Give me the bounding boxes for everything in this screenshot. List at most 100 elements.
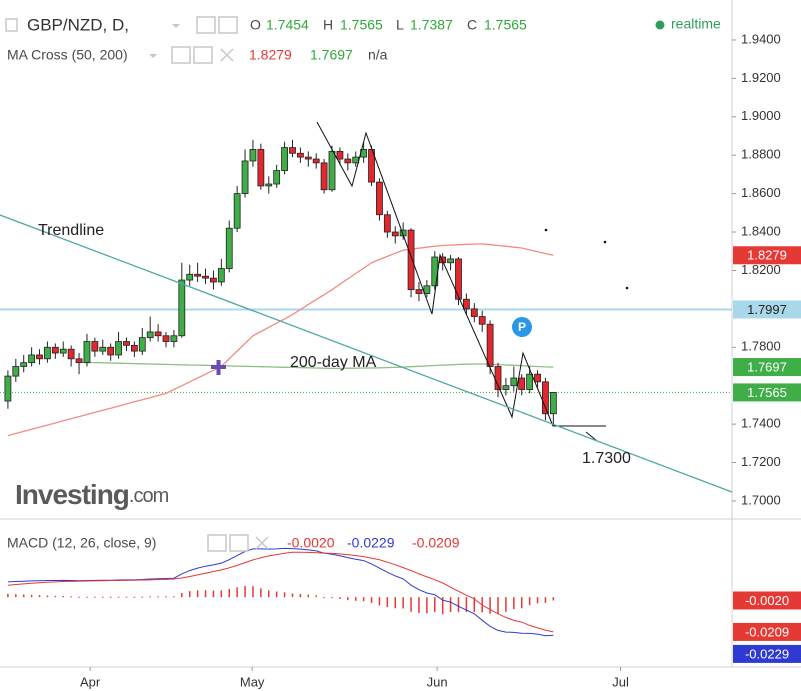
gear-icon[interactable] [218,16,238,34]
price-tag: 1.7997 [747,302,787,317]
histogram-bar [370,597,373,603]
ohlc-value: 1.7387 [410,17,453,33]
histogram-bar [268,590,270,598]
close-icon[interactable] [255,536,269,550]
histogram-bar [520,597,523,609]
candle-body [51,346,59,354]
logo-suffix: .com [129,485,169,507]
symbol-menu[interactable] [172,24,180,28]
histogram-bar [307,594,310,598]
candle-body [289,147,296,154]
histogram-bar [386,597,389,608]
candle-body [67,348,75,360]
candle-body [59,348,67,354]
eye-icon[interactable] [207,534,227,552]
candle-body [186,273,194,281]
y-tick-label: 1.8800 [741,147,781,162]
moving-average [78,361,554,370]
candle-body [123,341,130,346]
event-marker[interactable]: P [512,317,532,337]
histogram-bar [181,593,183,598]
candle-body [36,354,43,360]
histogram-bar [212,590,215,598]
candle-body [202,275,209,279]
candle-body [91,341,99,352]
logo-main: Investing [15,479,129,510]
histogram-bar [339,597,341,599]
histogram-bar [354,597,357,601]
histogram-bar [133,596,136,598]
histogram-bar [434,597,436,613]
histogram-bar [157,596,159,598]
gear-icon[interactable] [193,46,213,64]
pointer-drawing [585,431,598,442]
eye-icon[interactable] [171,46,191,64]
histogram-bar [544,597,547,603]
y-tick-label: 1.8200 [741,262,781,277]
histogram-bar [125,596,128,598]
candle-body [146,331,154,339]
y-tick-label: 1.8400 [741,223,781,238]
candle-body [194,273,202,277]
price-tag: -0.0020 [745,593,789,608]
macd-readout: -0.0209 [412,535,460,551]
histogram-bar [323,597,325,599]
histogram-bar [497,597,499,614]
candle-body [273,170,281,185]
histogram-bar [528,597,531,606]
histogram-bar [418,597,420,613]
collapse-icon[interactable] [5,18,18,32]
histogram-bar [141,596,144,598]
histogram-bar [299,593,302,598]
candle-body [44,346,51,360]
price-tag-bg [733,591,801,610]
histogram-bar [426,597,428,614]
histogram-bar [275,591,278,598]
ma-cross-marker [211,360,226,375]
ohlc-value: 1.7454 [266,17,309,33]
indicator-value: 1.8279 [249,47,292,63]
indicator-value: 1.7697 [310,47,353,63]
event-letter: P [518,320,526,334]
histogram-bar [70,596,72,598]
candle-body [170,335,178,342]
trendline [0,214,733,493]
indicator-title: MA Cross (50, 200) [7,47,128,63]
histogram-bar [402,597,404,609]
histogram-bar [15,594,17,598]
histogram-bar [102,596,104,598]
candle-body [344,158,352,164]
histogram-bar [441,597,444,615]
y-tick-label: 1.7000 [741,492,781,507]
candle-body [83,341,91,364]
eye-icon[interactable] [196,16,216,34]
candle-body [391,231,399,237]
gear-icon[interactable] [229,534,249,552]
candle-body [99,346,107,352]
price-tag-bg [733,300,801,319]
histogram-bar [260,588,262,598]
candle-body [320,162,328,191]
candle-body [328,150,336,191]
candle-body [225,227,233,269]
y-tick-label: 1.8600 [741,185,781,200]
close-icon[interactable] [220,48,234,62]
candle-body [502,385,510,390]
y-tick-label: 1.9400 [741,31,781,46]
histogram-bar [46,595,49,598]
histogram-bar [315,595,317,598]
indicator-menu[interactable] [149,54,157,58]
macd-readout: -0.0020 [287,535,335,551]
macd-readout: -0.0229 [347,535,395,551]
histogram-bar [449,597,452,613]
ma-label: 200-day MA [290,354,377,371]
y-tick-label: 1.7800 [741,339,781,354]
price-tag-bg [733,383,801,402]
histogram-bar [489,597,491,614]
event-circle[interactable] [512,317,532,337]
indicator-na: n/a [368,47,388,63]
price-tag-bg [733,246,801,265]
candle-body [162,335,170,342]
histogram-bar [196,590,199,598]
